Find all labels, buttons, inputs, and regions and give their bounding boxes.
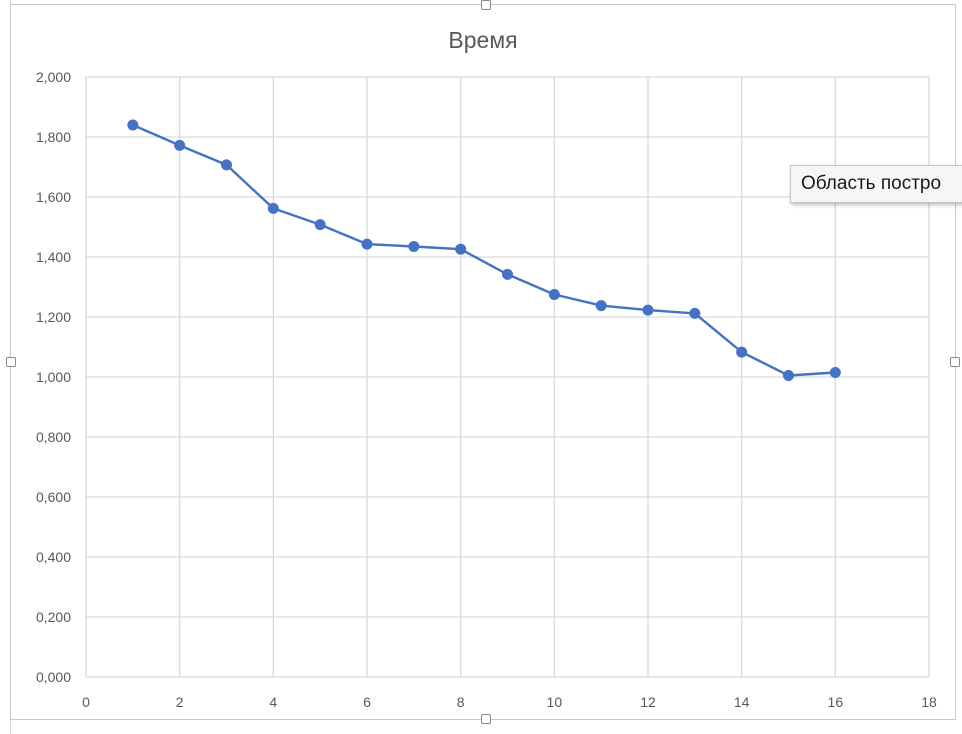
data-point (174, 139, 186, 151)
y-tick-label: 1,000 (36, 369, 71, 385)
y-tick-label: 1,800 (36, 129, 71, 145)
x-tick-label: 18 (921, 694, 937, 710)
y-tick-label: 1,200 (36, 309, 71, 325)
data-point (221, 159, 232, 171)
chart-title: Время (448, 27, 518, 53)
y-tick-label: 0,400 (36, 549, 71, 565)
plot-area[interactable]: 0,000 0,200 0,400 0,600 0,800 1,000 1,200 1,400… (11, 5, 955, 719)
data-point (829, 367, 841, 378)
y-tick-label: 0,800 (36, 429, 71, 445)
resize-handle-left[interactable] (6, 357, 16, 367)
chart-area[interactable]: Время 0,000 0,200 0,400 0,600 0,800 1,000 1,20… (6, 0, 960, 724)
y-tick-label: 2,000 (36, 69, 71, 85)
data-point (455, 243, 467, 255)
data-point (502, 268, 513, 280)
y-tick-label: 1,400 (36, 249, 71, 265)
x-tick-label: 6 (363, 694, 371, 710)
data-point (642, 304, 654, 316)
data-point (548, 289, 560, 300)
data-point (595, 300, 607, 312)
series-line (132, 123, 836, 377)
plot-area-tooltip: Область постро (790, 165, 962, 203)
x-tick-label: 2 (176, 694, 184, 710)
x-tick-label: 4 (269, 694, 277, 710)
data-point (689, 307, 701, 319)
y-tick-label: 0,000 (36, 669, 71, 685)
x-tick-label: 16 (828, 694, 844, 710)
x-tick-label: 14 (734, 694, 750, 710)
y-tick-labels: 0,000 0,200 0,400 0,600 0,800 1,000 1,200 1,400… (36, 69, 71, 685)
x-tick-label: 12 (640, 694, 656, 710)
data-point (408, 241, 420, 252)
x-tick-label: 10 (547, 694, 563, 710)
resize-handle-right[interactable] (950, 357, 960, 367)
x-tick-labels: 0 2 4 6 8 10 12 14 16 18 (82, 694, 937, 710)
resize-handle-top[interactable] (481, 0, 491, 10)
x-tick-label: 8 (457, 694, 465, 710)
y-tick-label: 0,200 (36, 609, 71, 625)
data-point (314, 219, 326, 231)
data-point (783, 370, 794, 381)
resize-handle-bottom[interactable] (481, 714, 491, 724)
series-layer (127, 119, 841, 381)
y-tick-label: 0,600 (36, 489, 71, 505)
data-point (361, 238, 373, 250)
data-point (127, 119, 139, 131)
x-tick-label: 0 (82, 694, 90, 710)
data-point (736, 346, 748, 358)
data-point (267, 202, 279, 214)
y-tick-label: 1,600 (36, 189, 71, 205)
